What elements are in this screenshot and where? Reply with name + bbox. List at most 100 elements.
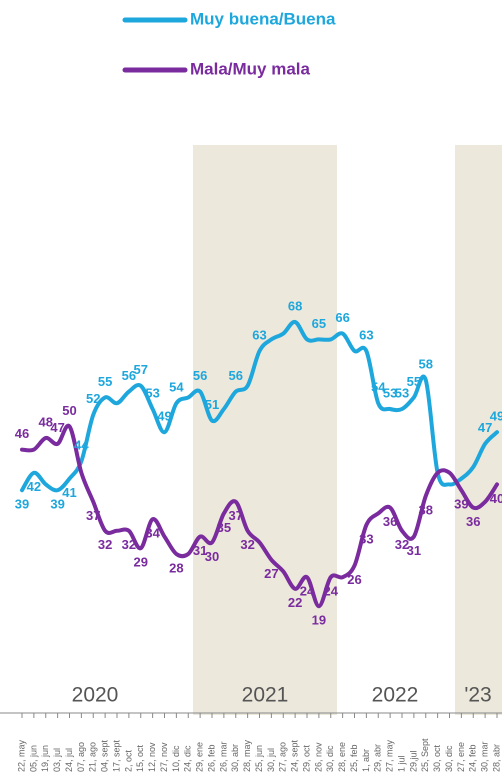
data-label: 47 <box>50 420 64 435</box>
x-tick-label: 04, sept <box>100 739 110 772</box>
x-tick-label: 26, mar <box>218 741 228 772</box>
x-tick-label: 17, sept <box>111 739 121 772</box>
data-label: 44 <box>74 438 89 453</box>
data-label: 56 <box>122 368 136 383</box>
x-tick-label: 12, nov <box>147 742 157 772</box>
x-tick-label: 2, oct <box>123 749 133 772</box>
data-label: 24 <box>300 584 315 599</box>
data-label: 54 <box>169 380 184 395</box>
data-label: 32 <box>98 537 112 552</box>
x-tick-label: 15, oct <box>135 744 145 772</box>
data-label: 63 <box>359 327 373 342</box>
x-tick-label: 30, oct <box>432 744 442 772</box>
data-label: 30 <box>205 549 219 564</box>
data-label: 33 <box>359 531 373 546</box>
x-tick-label: 27, nov <box>159 742 169 772</box>
data-label: 39 <box>15 497 29 512</box>
data-label: 56 <box>193 368 207 383</box>
x-tick-label: 29, oct <box>301 744 311 772</box>
legend-label: Mala/Muy mala <box>190 59 311 78</box>
data-label: 46 <box>15 426 29 441</box>
data-label: 36 <box>466 514 480 529</box>
data-label: 53 <box>145 385 159 400</box>
x-tick-label: 27, may <box>385 739 395 772</box>
data-label: 38 <box>419 502 433 517</box>
x-tick-label: 1 jul <box>396 755 406 772</box>
data-label: 49 <box>157 409 171 424</box>
data-label: 50 <box>62 403 76 418</box>
x-tick-label: 29,jul <box>408 750 418 772</box>
data-label: 31 <box>193 543 207 558</box>
band-2023 <box>455 145 502 715</box>
x-tick-label: 28, abr <box>491 744 501 772</box>
data-label: 40 <box>490 491 502 506</box>
data-label: 26 <box>347 572 361 587</box>
data-label: 32 <box>395 537 409 552</box>
period-bands <box>193 145 502 715</box>
series-line <box>20 423 499 609</box>
year-label: 2020 <box>72 684 119 707</box>
data-label: 48 <box>39 414 53 429</box>
year-label: '23 <box>464 684 491 707</box>
x-tick-label: 25, feb <box>349 744 359 772</box>
data-label: 29 <box>134 555 148 570</box>
x-tick-label: 10, dic <box>171 745 181 772</box>
series-line <box>20 320 499 493</box>
data-label: 56 <box>229 368 243 383</box>
data-label: 39 <box>454 497 468 512</box>
data-label: 47 <box>478 420 492 435</box>
data-label: 49 <box>490 409 502 424</box>
data-label: 37 <box>229 508 243 523</box>
data-label: 19 <box>312 613 326 628</box>
data-label: 53 <box>383 385 397 400</box>
data-label: 55 <box>98 374 112 389</box>
data-label: 65 <box>312 316 326 331</box>
data-label: 27 <box>264 566 278 581</box>
data-label: 32 <box>240 537 254 552</box>
data-label: 42 <box>27 479 41 494</box>
x-tick-label: 28, may <box>242 739 252 772</box>
x-tick-label: 30, mar <box>480 741 490 772</box>
data-label: 28 <box>169 560 183 575</box>
x-tick-label: 1, abr <box>361 749 371 772</box>
x-tick-label: 28, ene <box>337 742 347 772</box>
data-label: 53 <box>395 385 409 400</box>
x-tick-label: 29, ene <box>195 742 205 772</box>
x-tick-label: 29, abr <box>373 744 383 772</box>
data-label: 68 <box>288 298 302 313</box>
year-label: 2022 <box>372 684 419 707</box>
year-label: 2021 <box>242 684 289 707</box>
x-tick-label: 25, jun <box>254 745 264 772</box>
x-tick-label: 30, abr <box>230 744 240 772</box>
x-tick-label: 24, dic <box>183 745 193 772</box>
data-label: 32 <box>122 537 136 552</box>
data-label: 63 <box>252 327 266 342</box>
data-label: 55 <box>407 374 421 389</box>
data-label: 35 <box>217 520 231 535</box>
data-label: 66 <box>335 310 349 325</box>
data-label: 36 <box>383 514 397 529</box>
x-tick-label: 05, jun <box>28 745 38 772</box>
x-tick-label: 22, may <box>16 739 26 772</box>
x-tick-label: 30, dic <box>444 745 454 772</box>
data-label: 57 <box>134 362 148 377</box>
x-tick-label: 21, ago <box>88 742 98 772</box>
data-label: 54 <box>371 380 386 395</box>
x-tick-label: 24, jul <box>64 748 74 772</box>
x-tick-label: 27, ene <box>456 742 466 772</box>
x-tick-label: 26, feb <box>206 744 216 772</box>
x-tick-label: 07, ago <box>76 742 86 772</box>
x-tick-label: 30, jul <box>266 748 276 772</box>
data-label: 37 <box>86 508 100 523</box>
data-label: 34 <box>145 526 160 541</box>
x-tick-label: 26, nov <box>313 742 323 772</box>
data-label: 41 <box>62 485 76 500</box>
data-label: 39 <box>50 497 64 512</box>
data-label: 22 <box>288 595 302 610</box>
band-2021 <box>193 145 337 715</box>
data-label: 51 <box>205 397 219 412</box>
x-tick-label: 30, dic <box>325 745 335 772</box>
x-tick-label: 19, jun <box>40 745 50 772</box>
x-tick-label: 27, ago <box>278 742 288 772</box>
